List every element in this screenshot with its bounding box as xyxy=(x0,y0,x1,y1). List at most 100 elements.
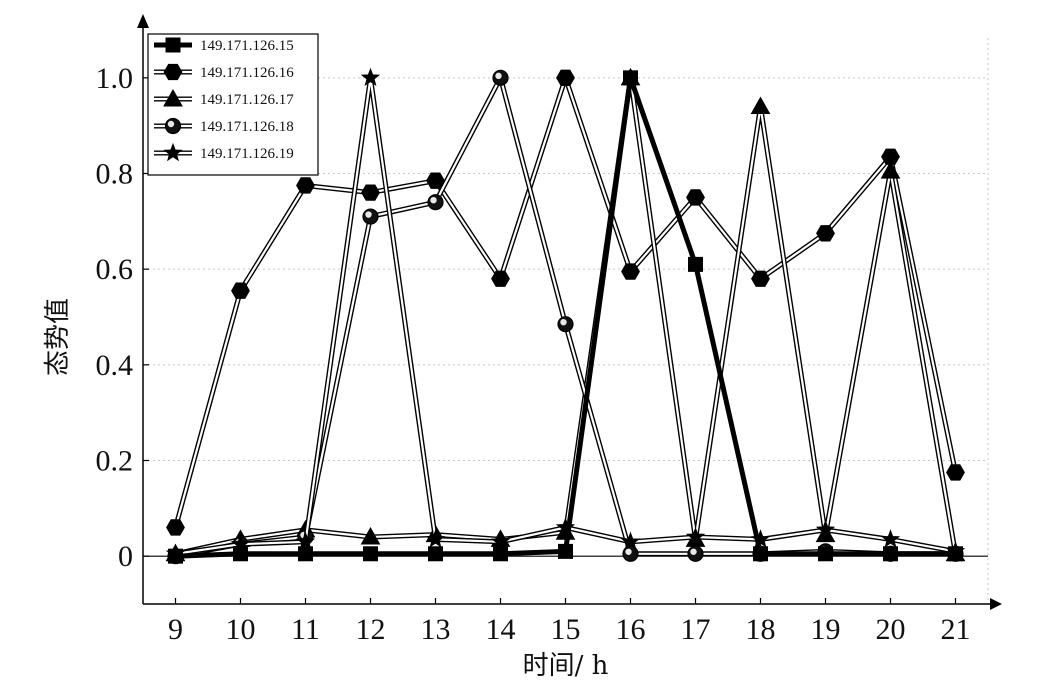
square-marker xyxy=(233,546,248,562)
data-point xyxy=(686,189,705,206)
x-tick-label: 13 xyxy=(421,613,451,646)
data-point xyxy=(361,184,380,201)
legend-marker xyxy=(165,37,181,53)
star-marker xyxy=(685,526,706,546)
hexagon-marker xyxy=(556,69,575,86)
triangle-marker xyxy=(880,161,901,179)
star-marker xyxy=(425,529,446,548)
x-axis-title: 时间/ h xyxy=(523,651,609,681)
data-point xyxy=(425,529,446,548)
hexagon-marker xyxy=(491,270,510,287)
data-point xyxy=(295,531,316,551)
data-point xyxy=(687,545,704,562)
star-marker xyxy=(815,519,836,539)
data-point xyxy=(620,531,641,551)
hexagon-marker xyxy=(296,177,315,194)
hexagon-marker xyxy=(426,172,445,189)
circle-marker-highlight xyxy=(495,72,502,80)
series-149-171-126-15 xyxy=(168,70,963,564)
data-point xyxy=(360,67,381,87)
legend-marker xyxy=(163,142,183,162)
legend-label: 149.171.126.17 xyxy=(200,92,294,108)
legend: 149.171.126.15 149.171.126.16 149.171.126.… xyxy=(147,33,319,176)
star-marker xyxy=(490,531,511,551)
data-point xyxy=(880,161,901,179)
star-marker xyxy=(295,531,316,551)
data-point xyxy=(427,194,444,211)
square-marker xyxy=(165,37,181,53)
data-point xyxy=(558,543,573,559)
hexagon-marker xyxy=(686,189,705,206)
y-axis-title: 态势值 xyxy=(43,298,73,376)
y-tick-label: 1.0 xyxy=(96,62,134,95)
square-marker xyxy=(558,543,573,559)
hexagon-marker xyxy=(816,225,835,242)
x-tick-label: 16 xyxy=(616,613,646,646)
circle-marker-highlight xyxy=(365,211,372,218)
legend-label: 149.171.126.15 xyxy=(200,38,294,54)
square-marker xyxy=(818,546,833,562)
legend-marker xyxy=(163,88,183,107)
data-point xyxy=(946,464,965,481)
data-point xyxy=(492,69,509,86)
legend-marker xyxy=(164,117,182,135)
data-point xyxy=(685,526,706,546)
hexagon-marker xyxy=(163,63,183,81)
triangle-marker xyxy=(360,527,381,545)
data-point xyxy=(816,225,835,242)
data-point xyxy=(622,545,639,562)
x-tick-label: 19 xyxy=(811,613,841,646)
y-tick-label: 0.2 xyxy=(96,445,134,478)
x-tick-label: 9 xyxy=(168,613,183,646)
circle-marker-highlight xyxy=(167,120,175,128)
square-marker xyxy=(363,546,378,562)
star-marker xyxy=(163,142,183,162)
data-point xyxy=(296,177,315,194)
star-marker xyxy=(620,531,641,551)
data-point xyxy=(621,263,640,280)
circle-marker-highlight xyxy=(690,548,697,555)
y-tick-label: 0.8 xyxy=(96,158,134,191)
circle-marker-highlight xyxy=(625,548,632,555)
data-point xyxy=(750,96,771,115)
triangle-marker xyxy=(750,96,771,115)
x-tick-label: 18 xyxy=(746,613,776,646)
data-point xyxy=(883,546,898,562)
legend-label: 149.171.126.18 xyxy=(200,119,294,135)
hexagon-marker xyxy=(946,464,965,481)
data-point xyxy=(362,208,379,225)
x-tick-label: 11 xyxy=(291,613,320,646)
x-tick-label: 15 xyxy=(551,613,581,646)
data-point xyxy=(490,531,511,551)
data-point xyxy=(493,546,508,562)
data-point xyxy=(360,527,381,545)
hexagon-marker xyxy=(231,282,250,299)
square-marker xyxy=(883,546,898,562)
tick-labels: 9 10 11 12 13 14 15 16 17 18 19 20 21 0 0.2 0.4 0.6 0.8 1.… xyxy=(96,62,971,646)
data-point xyxy=(555,517,576,536)
series-149-171-126-16 xyxy=(166,69,965,536)
data-point xyxy=(363,546,378,562)
square-marker xyxy=(688,256,703,272)
series-lines xyxy=(165,67,966,565)
data-point xyxy=(166,519,185,536)
star-marker xyxy=(880,529,901,548)
data-point xyxy=(426,172,445,189)
square-marker xyxy=(948,546,963,562)
data-point xyxy=(491,270,510,287)
legend-entry: 149.171.126.19 xyxy=(154,142,294,162)
data-point xyxy=(948,546,963,562)
x-tick-label: 14 xyxy=(486,613,516,646)
star-marker xyxy=(360,67,381,87)
circle-marker-highlight xyxy=(430,197,437,204)
y-axis-arrow xyxy=(137,14,149,28)
y-tick-label: 0.4 xyxy=(96,349,134,382)
square-marker xyxy=(623,70,638,86)
legend-entry: 149.171.126.15 xyxy=(154,37,294,54)
data-point xyxy=(815,519,836,539)
y-tick-label: 0.6 xyxy=(96,253,134,286)
data-point xyxy=(880,529,901,548)
data-point xyxy=(233,546,248,562)
legend-entry: 149.171.126.18 xyxy=(154,117,294,135)
